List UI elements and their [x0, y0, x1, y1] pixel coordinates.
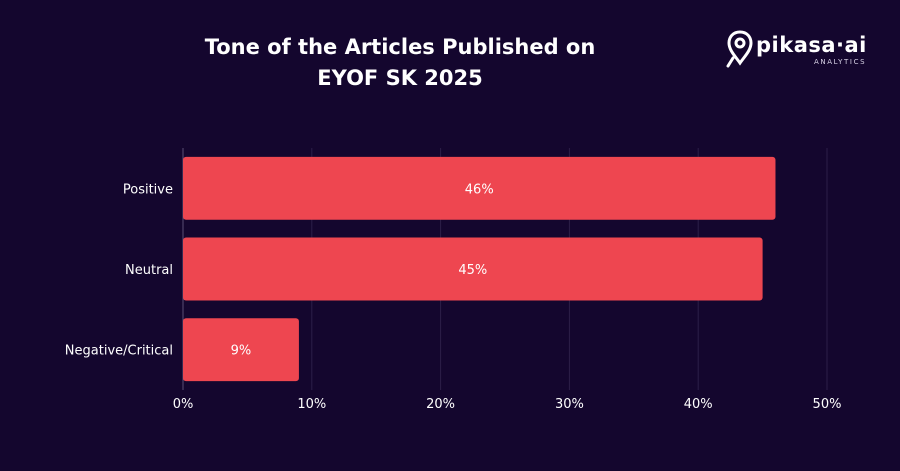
location-pin-icon: [726, 30, 753, 68]
label-layer: 0% 10% 20% 30% 40% 50% Positive 46% Neutral 45% Ne…: [65, 182, 842, 412]
x-tick-label: 20%: [426, 397, 455, 412]
x-tick-label: 50%: [813, 397, 842, 412]
bar-value-label: 9%: [231, 344, 252, 359]
x-tick-label: 0%: [173, 397, 194, 412]
x-tick-label: 40%: [684, 397, 713, 412]
x-tick-label: 10%: [297, 397, 326, 412]
y-category-label: Positive: [123, 182, 173, 197]
bar-value-label: 45%: [458, 263, 487, 278]
brand-logo: pikasa·ai ANALYTICS: [726, 30, 876, 70]
bar: [183, 318, 299, 382]
bar: [183, 237, 763, 301]
chart-title: Tone of the Articles Published on EYOF S…: [150, 32, 650, 94]
y-category-label: Neutral: [125, 263, 173, 278]
y-category-label: Negative/Critical: [65, 344, 173, 359]
brand-tagline: ANALYTICS: [814, 58, 867, 66]
chart-title-line-2: EYOF SK 2025: [317, 66, 483, 90]
bar-layer: [183, 156, 776, 382]
chart-title-line-1: Tone of the Articles Published on: [204, 35, 596, 59]
bar: [183, 156, 776, 220]
x-tick-label: 30%: [555, 397, 584, 412]
brand-name: pikasa·ai: [756, 33, 867, 57]
bar-value-label: 46%: [465, 182, 494, 197]
